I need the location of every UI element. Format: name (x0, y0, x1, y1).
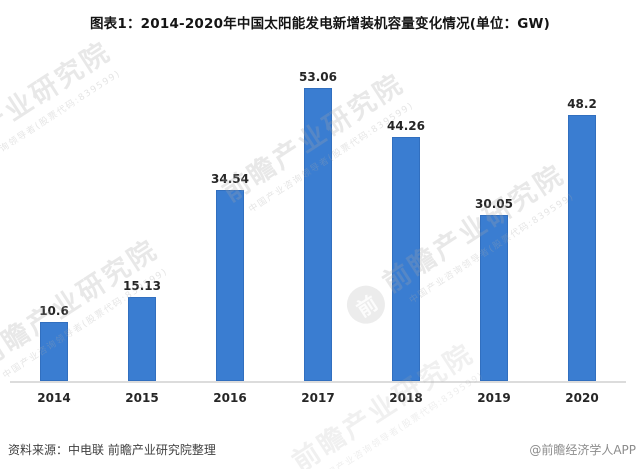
bar-value-label: 44.26 (387, 119, 425, 133)
bar-value-label: 34.54 (211, 172, 249, 186)
chart-area: 10.6 15.13 34.54 53.06 44.26 30.05 48.2 (10, 62, 626, 383)
source-note: 资料来源：中电联 前瞻产业研究院整理 (8, 443, 216, 457)
x-axis-label: 2020 (565, 391, 599, 405)
bar-value-label: 15.13 (123, 279, 161, 293)
x-axis-label: 2016 (213, 391, 247, 405)
bar-value-label: 48.2 (567, 97, 597, 111)
bars-row: 10.6 15.13 34.54 53.06 44.26 30.05 48.2 (10, 62, 626, 381)
bar-column: 53.06 (274, 70, 362, 381)
bar-column: 30.05 (450, 197, 538, 381)
bar-column: 48.2 (538, 97, 626, 381)
bar-2015 (128, 297, 156, 381)
bar-column: 10.6 (10, 304, 98, 381)
bar-value-label: 53.06 (299, 70, 337, 84)
credit-note: @前瞻经济学人APP (529, 443, 636, 457)
x-axis-label: 2019 (477, 391, 511, 405)
bar-value-label: 30.05 (475, 197, 513, 211)
bar-value-label: 10.6 (39, 304, 69, 318)
bar-2017 (304, 88, 332, 381)
x-axis-label: 2017 (301, 391, 335, 405)
x-axis-label: 2015 (125, 391, 159, 405)
bar-2019 (480, 215, 508, 381)
x-axis-labels: 2014 2015 2016 2017 2018 2019 2020 (10, 391, 626, 405)
x-axis-label: 2014 (37, 391, 71, 405)
page-title: 图表1：2014-2020年中国太阳能发电新增装机容量变化情况(单位：GW) (89, 16, 551, 32)
bar-column: 34.54 (186, 172, 274, 381)
bar-2020 (568, 115, 596, 381)
x-axis-label: 2018 (389, 391, 423, 405)
bar-2018 (392, 137, 420, 381)
bar-column: 44.26 (362, 119, 450, 381)
bar-2016 (216, 190, 244, 381)
bar-column: 15.13 (98, 279, 186, 381)
bar-2014 (40, 322, 68, 381)
